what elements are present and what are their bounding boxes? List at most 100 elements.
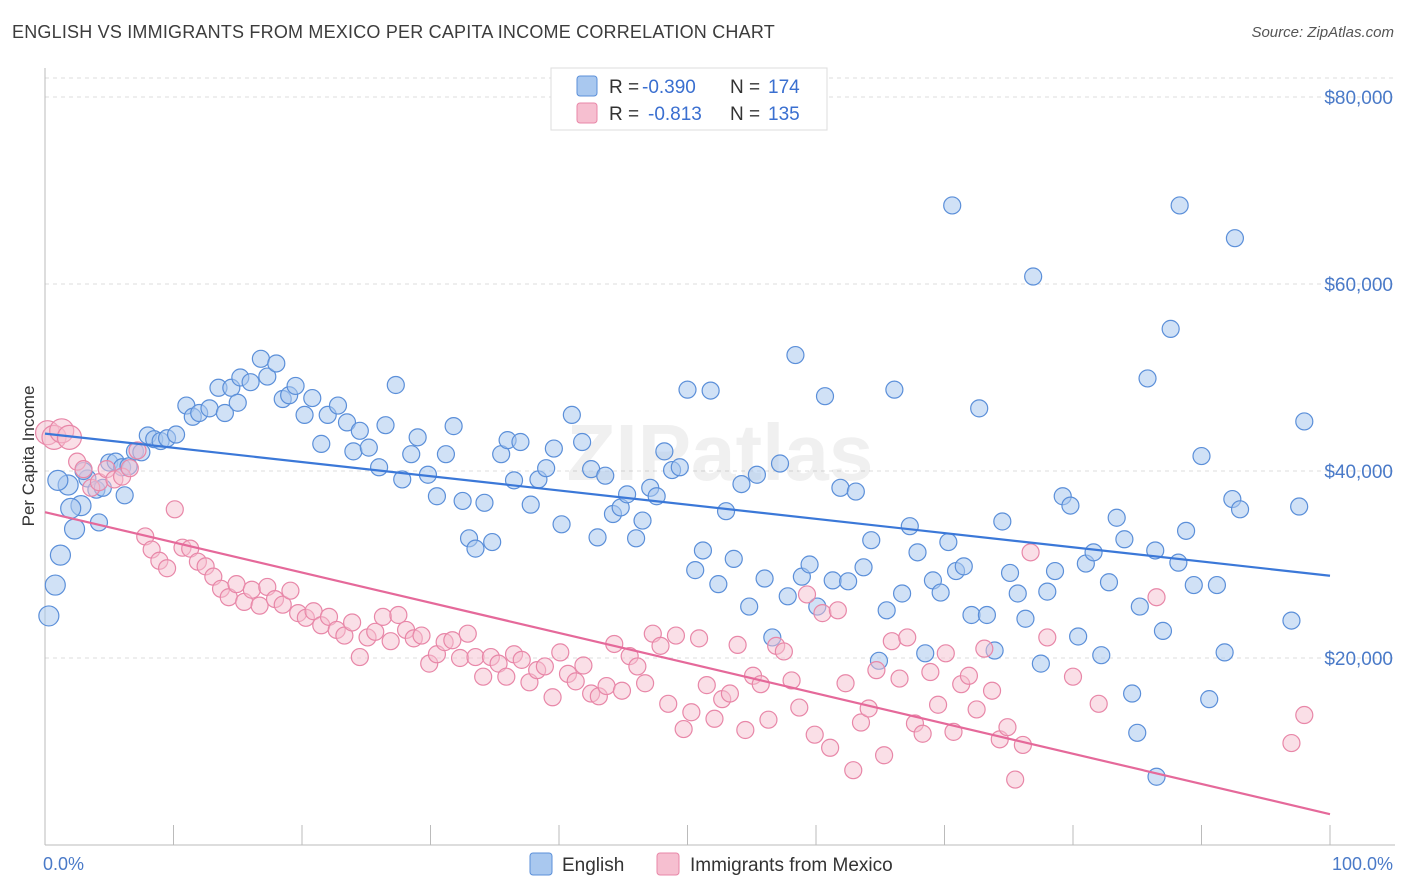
- mexico-point: [512, 650, 531, 669]
- x-tick-labels: 0.0% 100.0%: [43, 854, 1393, 874]
- english-bottom-label: English: [562, 855, 624, 876]
- mexico-point: [551, 643, 570, 662]
- mexico-point: [890, 669, 909, 688]
- english-point: [166, 425, 186, 444]
- top-legend: R = -0.390 N = 174 R = -0.813 N = 135: [550, 67, 828, 131]
- english-point: [60, 497, 82, 519]
- english-point: [846, 482, 865, 501]
- mexico-point: [350, 647, 369, 667]
- english-point: [552, 515, 571, 534]
- english-point: [755, 569, 774, 588]
- mexico-point: [635, 674, 655, 693]
- mexico-point: [674, 719, 693, 739]
- english-point: [678, 380, 697, 399]
- english-point: [1024, 267, 1043, 286]
- mexico-point: [120, 459, 139, 478]
- mexico-n-value: 135: [768, 104, 800, 125]
- english-point: [49, 544, 72, 566]
- english-n-label: N =: [730, 77, 760, 98]
- english-point: [931, 583, 950, 602]
- english-point: [1200, 690, 1219, 709]
- mexico-point: [1006, 770, 1025, 789]
- mexico-point: [867, 661, 886, 680]
- x-tick-label: 0.0%: [43, 854, 84, 874]
- english-point: [686, 561, 705, 580]
- english-point: [427, 487, 447, 506]
- mexico-point: [250, 596, 269, 615]
- english-point: [350, 421, 369, 440]
- english-point: [839, 572, 858, 591]
- mexico-point: [774, 642, 793, 661]
- mexico-point: [366, 622, 385, 641]
- trend-lines: [44, 432, 1331, 816]
- english-point: [693, 541, 713, 560]
- english-point: [328, 396, 348, 415]
- mexico-point: [227, 575, 246, 594]
- mexico-point: [836, 674, 855, 693]
- english-point: [1000, 563, 1020, 583]
- english-point: [716, 502, 736, 521]
- english-point: [1207, 575, 1227, 595]
- english-point: [588, 528, 607, 547]
- english-point: [1161, 319, 1180, 338]
- english-point: [1061, 496, 1080, 515]
- english-point: [709, 575, 728, 594]
- mexico-legend-swatch: [576, 102, 598, 124]
- english-point: [962, 605, 981, 625]
- english-point: [626, 529, 646, 548]
- mexico-n-label: N =: [730, 104, 760, 125]
- mexico-point: [1295, 705, 1314, 725]
- english-point: [511, 432, 530, 452]
- english-point: [444, 417, 463, 436]
- english-point: [303, 388, 322, 408]
- mexico-point: [936, 644, 955, 663]
- mexico-point: [844, 761, 863, 780]
- mexico-point: [959, 666, 979, 685]
- english-point: [200, 399, 219, 418]
- mexico-point: [443, 631, 462, 650]
- english-point: [402, 445, 421, 464]
- english-point: [892, 584, 912, 603]
- mexico-bottom-swatch: [656, 852, 680, 876]
- mexico-point: [982, 681, 1002, 700]
- english-point: [908, 543, 927, 562]
- mexico-point: [805, 725, 824, 744]
- mexico-point: [666, 626, 686, 645]
- english-point: [724, 549, 743, 568]
- english-point: [778, 587, 797, 606]
- english-point: [386, 375, 405, 395]
- mexico-point: [1147, 588, 1166, 607]
- english-point: [862, 531, 881, 550]
- y-tick-label: $20,000: [1324, 649, 1393, 670]
- english-point: [916, 644, 935, 663]
- source-note: Source: ZipAtlas.com: [1251, 24, 1394, 41]
- bottom-legend: English Immigrants from Mexico: [529, 852, 893, 876]
- mexico-trend-line: [44, 511, 1331, 816]
- axes: [44, 68, 1395, 846]
- mexico-point: [1021, 543, 1040, 562]
- english-point: [1107, 508, 1126, 527]
- english-point: [286, 376, 305, 396]
- mexico-point: [1089, 694, 1108, 713]
- english-point: [815, 387, 835, 406]
- english-point: [44, 574, 66, 596]
- mexico-point: [998, 718, 1017, 737]
- english-point: [618, 485, 637, 504]
- mexico-r-label: R =: [609, 104, 639, 125]
- mexico-point: [128, 441, 147, 460]
- english-bottom-swatch: [529, 852, 553, 876]
- mexico-point: [898, 628, 917, 647]
- english-point: [1225, 229, 1245, 248]
- mexico-point: [813, 604, 832, 623]
- mexico-point: [574, 656, 593, 675]
- mexico-point: [497, 667, 516, 686]
- english-point: [115, 486, 134, 505]
- english-point: [1123, 684, 1142, 703]
- mexico-point: [921, 662, 940, 682]
- mexico-r-value: -0.813: [648, 104, 702, 125]
- english-point: [701, 381, 720, 400]
- mexico-point: [913, 724, 932, 743]
- english-point: [453, 491, 472, 511]
- mexico-point: [543, 688, 562, 707]
- english-point: [1147, 767, 1166, 786]
